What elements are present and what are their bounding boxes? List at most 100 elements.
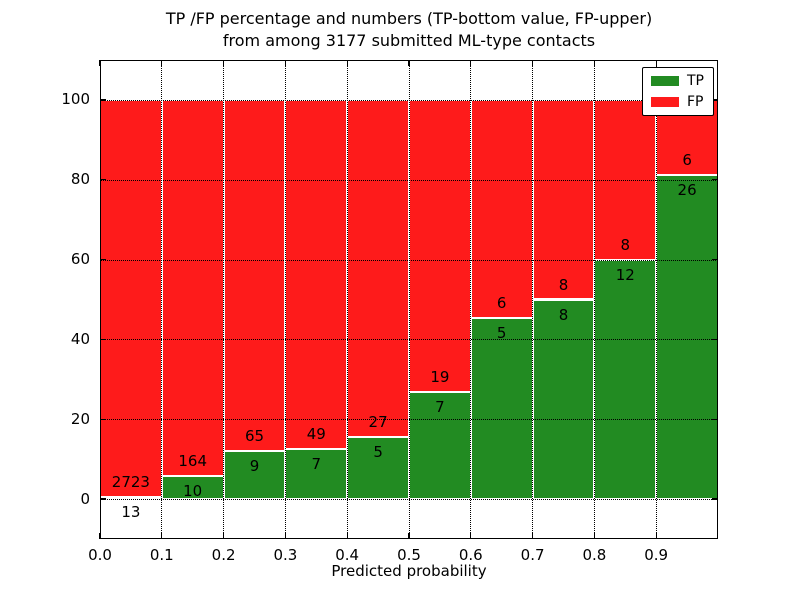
- fp-count-label: 6: [682, 150, 692, 169]
- legend: TP FP: [642, 67, 714, 116]
- x-tick-bottom: [99, 533, 101, 539]
- gridline-vertical: [593, 60, 595, 539]
- y-tick-label: 40: [70, 329, 90, 348]
- fp-count-label: 6: [496, 293, 507, 312]
- chart-title-line1: TP /FP percentage and numbers (TP-bottom…: [165, 9, 653, 28]
- x-tick-bottom: [655, 533, 657, 539]
- gridline-vertical: [346, 60, 348, 539]
- chart-title-line2: from among 3177 submitted ML-type contac…: [222, 31, 596, 50]
- gridline-vertical: [655, 60, 657, 539]
- legend-row: FP: [651, 95, 704, 109]
- fp-count-label: 65: [244, 426, 265, 445]
- gridline-horizontal: [100, 259, 718, 261]
- chart-title: TP /FP percentage and numbers (TP-bottom…: [100, 8, 718, 52]
- x-tick-bottom: [408, 533, 410, 539]
- bar-fp-segment: [532, 99, 595, 300]
- x-tick-label: 0.6: [458, 546, 483, 564]
- fp-count-label: 49: [306, 425, 326, 444]
- gridline-vertical: [408, 60, 410, 539]
- y-tick-label: 20: [70, 409, 90, 428]
- fp-count-label: 8: [558, 275, 569, 294]
- y-tick-right: [712, 418, 718, 420]
- x-tick-bottom: [284, 533, 287, 539]
- x-axis-label: Predicted probability: [331, 562, 487, 580]
- x-tick-bottom: [222, 533, 225, 539]
- legend-swatch-fp: [651, 97, 679, 107]
- x-tick-top: [531, 60, 534, 66]
- x-tick-bottom: [346, 533, 348, 539]
- x-tick-top: [284, 60, 287, 66]
- y-tick-right: [712, 179, 718, 181]
- gridline-horizontal: [100, 499, 718, 501]
- bar-fp-segment: [470, 99, 533, 318]
- y-tick-right: [712, 258, 718, 261]
- bar-fp-segment: [347, 99, 409, 437]
- fp-count-label: 2723: [111, 473, 150, 492]
- x-tick-bottom: [161, 533, 163, 539]
- x-tick-label: 0.1: [149, 546, 174, 564]
- x-tick-label: 0.7: [520, 546, 545, 564]
- bar-tp-segment: [656, 174, 718, 500]
- tp-count-label: 12: [615, 265, 635, 284]
- x-tick-top: [346, 60, 348, 66]
- bar-fp-segment: [594, 99, 657, 260]
- bar-fp-segment: [223, 99, 286, 451]
- x-tick-top: [161, 60, 163, 66]
- gridline-horizontal: [100, 99, 718, 101]
- gridline-horizontal: [100, 179, 718, 181]
- bar-tp-segment: [532, 299, 595, 500]
- x-tick-label: 0.3: [273, 546, 298, 564]
- fp-count-label: 164: [178, 452, 208, 471]
- gridline-vertical: [223, 60, 225, 539]
- bar-fp-segment: [285, 99, 348, 450]
- x-tick-bottom: [470, 533, 472, 539]
- gridline-vertical: [532, 60, 534, 539]
- y-tick-right: [712, 99, 718, 101]
- legend-row: TP: [651, 74, 704, 88]
- tp-count-label: 7: [311, 455, 322, 474]
- x-tick-label: 0.2: [211, 546, 236, 564]
- y-tick-left: [100, 418, 106, 420]
- bar-tp-segment: [409, 391, 471, 500]
- tp-count-label: 5: [496, 323, 507, 342]
- y-tick-label: 60: [70, 250, 90, 269]
- gridline-horizontal: [100, 419, 718, 421]
- gridline-vertical: [284, 60, 286, 539]
- tp-count-label: 9: [249, 456, 260, 475]
- fp-count-label: 19: [430, 367, 450, 386]
- x-tick-top: [222, 60, 225, 66]
- y-tick-left: [100, 338, 106, 341]
- tp-count-label: 10: [183, 482, 203, 501]
- x-tick-label: 0.9: [644, 546, 669, 564]
- bar-fp-segment: [100, 99, 162, 498]
- legend-label-fp: FP: [687, 94, 704, 110]
- bar-tp-segment: [594, 259, 657, 500]
- fp-count-label: 8: [620, 235, 631, 254]
- y-tick-label: 100: [61, 90, 90, 109]
- x-tick-bottom: [531, 533, 534, 539]
- x-tick-top: [99, 60, 101, 66]
- y-tick-left: [100, 99, 106, 101]
- gridline-horizontal: [100, 339, 718, 341]
- y-tick-right: [712, 498, 718, 500]
- x-tick-label: 0.8: [582, 546, 607, 564]
- tp-count-label: 13: [121, 503, 141, 522]
- bar-tp-segment: [470, 317, 533, 500]
- fp-count-label: 27: [368, 412, 388, 431]
- x-tick-label: 0.5: [397, 546, 421, 564]
- x-tick-top: [593, 60, 596, 66]
- gridline-vertical: [470, 60, 472, 539]
- gridline-vertical: [161, 60, 163, 539]
- y-tick-label: 0: [80, 489, 90, 508]
- x-tick-top: [470, 60, 472, 66]
- y-tick-left: [100, 258, 106, 261]
- tp-count-label: 8: [558, 305, 569, 324]
- x-tick-label: 0.4: [335, 546, 360, 564]
- tp-count-label: 7: [435, 397, 445, 416]
- y-tick-left: [100, 498, 106, 500]
- bar-fp-segment: [409, 99, 471, 392]
- tp-count-label: 5: [373, 442, 383, 461]
- x-tick-bottom: [593, 533, 596, 539]
